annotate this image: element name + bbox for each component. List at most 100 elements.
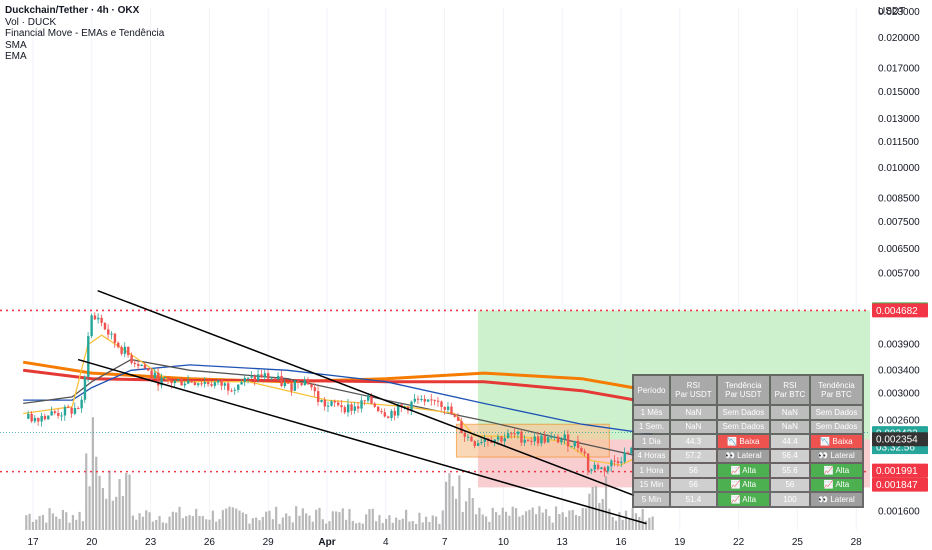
volume-bar [145,510,148,530]
chart-legend: Duckchain/Tether · 4h · OKX Vol · DUCK F… [5,5,164,63]
volume-bar [341,508,344,530]
volume-bar [248,523,251,530]
candle-body [343,407,347,413]
indicator-ema[interactable]: EMA [5,51,27,62]
table-cell: 1 Hora [634,464,669,477]
candle-body [436,400,440,402]
candle-body [583,451,586,454]
candle-body [360,400,363,409]
candle-body [593,464,596,470]
candle-body [556,436,560,443]
volume-bar [358,522,361,530]
volume-bar [331,511,334,530]
price-tick-label: 0.006500 [878,244,920,255]
table-cell: 📉 Baixa [717,435,769,448]
trend-line[interactable] [97,289,647,501]
volume-bar [55,516,58,530]
candle-body [330,401,333,406]
candle-body [433,399,437,401]
table-cell: 100 [770,493,809,506]
volume-bar [434,516,438,530]
volume-bar [205,519,208,530]
candle-body [107,329,110,335]
volume-bar [115,496,118,530]
volume-bar [95,456,98,530]
volume-bar [101,487,104,530]
candle-body [97,317,100,320]
trend-line[interactable] [77,358,647,525]
volume-bar [531,507,534,530]
candle-body [443,406,447,410]
candle-body [120,347,123,354]
trend-lines[interactable] [77,289,647,525]
candle-body [297,380,300,383]
time-axis[interactable]: 17 20 23 26 29 Apr 4 7 10 13 16 19 22 25 28 [27,537,862,548]
candle-body [416,398,420,400]
candle-body [510,433,513,435]
candle-body [173,380,177,384]
candle-body [53,411,57,413]
candle-body [596,464,600,470]
volume-bar [321,519,324,530]
volume-bar [454,498,458,530]
price-tag-bg [872,432,928,447]
table-cell: 📈 Alta [810,478,862,491]
price-tag-stop: 0.001847 [872,477,928,492]
candle-body [243,377,247,383]
candle-body [280,375,283,387]
candle-body [37,417,40,422]
volume-bar [81,521,85,530]
time-tick-label: 10 [498,537,510,548]
table-cell: 📈 Alta [717,478,769,491]
volume-bar [28,513,31,530]
candle-body [233,389,237,391]
volume-bar [315,509,318,530]
volume-bar [105,498,108,530]
price-tag-bg [872,477,928,492]
time-tick-label: 19 [674,537,686,548]
volume-bar [405,509,408,530]
candle-body [600,467,603,470]
volume-bar [428,522,431,530]
volume-bar [355,523,358,530]
candle-body [393,410,397,416]
volume-bar [198,515,201,530]
volume-bar [241,512,244,530]
volume-bar [618,512,621,530]
candle-body [380,411,383,413]
candle-body [303,379,307,386]
candle-body [620,461,623,464]
volume-bar [351,520,354,530]
volume-bar [604,476,608,530]
candle-body [143,364,147,369]
indicator-sma[interactable]: SMA [5,39,27,51]
horizontal-lines [0,309,870,473]
volume-bar [504,511,508,530]
volume-bar [528,509,531,530]
candle-body [586,453,590,471]
volume-bar [218,519,221,530]
symbol-title[interactable]: Duckchain/Tether · 4h · OKX [5,5,140,16]
candle-body [483,438,487,442]
price-axis[interactable]: 0.023000 0.020000 0.017000 0.015000 0.013000… [878,7,920,518]
candle-body [630,447,633,454]
table-cell: Sem Dados [810,420,862,433]
time-tick-label: 25 [792,537,804,548]
volume-bar [568,510,571,530]
indicator-financial-move[interactable]: Financial Move - EMAs e Tendência [5,28,165,39]
volume-bar [148,512,151,530]
volume-bar [558,514,561,530]
candle-body [320,399,323,402]
volume-bar [75,519,78,530]
volume-bar [594,486,598,530]
candle-body [336,402,340,406]
table-cell: 56 [770,478,809,491]
candle-body [563,434,566,440]
candle-body [60,415,63,417]
volume-bar [421,522,424,530]
candle-body [100,317,103,323]
candle-body [366,395,370,401]
indicator-volume[interactable]: Vol · DUCK [5,16,57,28]
candle-body [47,415,50,420]
candle-body [340,405,343,408]
